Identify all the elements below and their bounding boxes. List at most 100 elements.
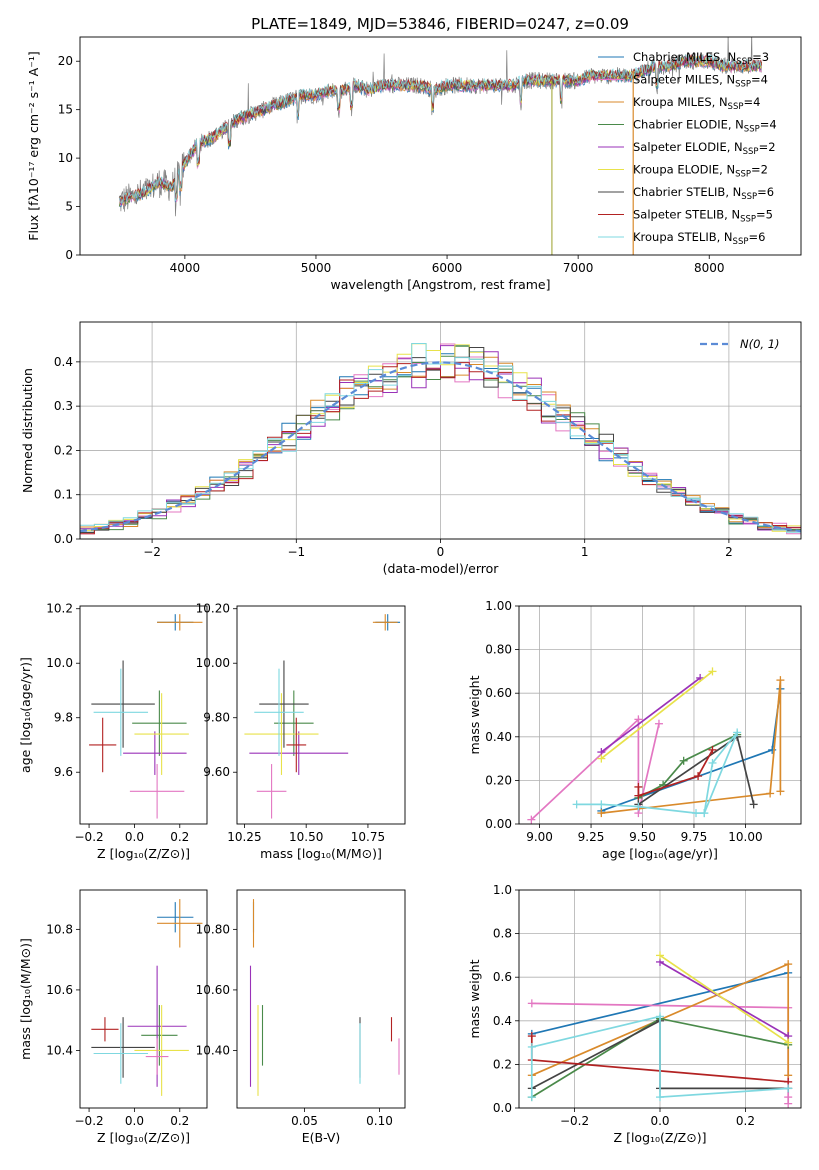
y-tick-label: 0.3 bbox=[54, 399, 73, 413]
mass-weight-marker bbox=[776, 787, 785, 796]
y-tick-label: 0.60 bbox=[485, 686, 512, 700]
data-point bbox=[157, 614, 203, 631]
mass-weight-marker bbox=[527, 1032, 536, 1041]
mass-weight-marker bbox=[654, 719, 663, 728]
legend-entry: Chabrier ELODIE, NSSP=4 bbox=[633, 118, 777, 135]
mass-weight-marker bbox=[527, 1093, 536, 1102]
x-tick-label: −0.2 bbox=[560, 1114, 589, 1128]
mass-weight-marker bbox=[784, 1093, 793, 1102]
y-axis-label: mass weight bbox=[467, 675, 482, 754]
x-tick-label: 0.2 bbox=[170, 1114, 189, 1128]
mass-weight-marker bbox=[634, 802, 643, 811]
mass-weight-marker bbox=[708, 745, 717, 754]
legend-entry: Salpeter MILES, NSSP=4 bbox=[633, 73, 768, 90]
data-point bbox=[91, 1017, 119, 1042]
data-point bbox=[134, 693, 189, 775]
panel-4: 10.25 10.50 10.75 9.60 9.80 10.00 10.20 mass [l… bbox=[196, 602, 406, 861]
x-axis-label: (data-model)/error bbox=[383, 561, 500, 576]
mass-weight-marker bbox=[679, 756, 688, 765]
data-point bbox=[91, 660, 155, 748]
data-point bbox=[145, 1038, 169, 1075]
data-point bbox=[93, 1023, 149, 1084]
data-point bbox=[286, 717, 307, 773]
mass-weight-marker bbox=[527, 1042, 536, 1051]
plot-area bbox=[527, 951, 793, 1108]
y-tick-label: 9.6 bbox=[54, 765, 73, 779]
mass-weight-line bbox=[659, 954, 789, 1044]
y-tick-label: 0.4 bbox=[54, 355, 73, 369]
x-tick-label: 10.50 bbox=[289, 830, 323, 844]
y-axis-label: mass [log₁₀(M/M⊙)] bbox=[18, 938, 33, 1060]
y-axis-label: Normed distribution bbox=[20, 368, 35, 493]
x-tick-label: 10.25 bbox=[227, 830, 261, 844]
x-tick-label: 4000 bbox=[170, 261, 201, 275]
data-point bbox=[256, 764, 287, 819]
legend: Chabrier MILES, NSSP=3 Salpeter MILES, NS… bbox=[598, 50, 777, 247]
mass-weight-marker bbox=[597, 754, 606, 763]
x-tick-label: 8000 bbox=[694, 261, 725, 275]
mass-weight-marker bbox=[733, 728, 742, 737]
x-tick-label: 9.75 bbox=[681, 830, 708, 844]
mass-weight-marker bbox=[766, 789, 775, 798]
x-tick-label: −2 bbox=[143, 545, 161, 559]
mass-weight-marker bbox=[597, 800, 606, 809]
x-tick-label: 9.00 bbox=[526, 830, 553, 844]
y-tick-label: 0.8 bbox=[493, 927, 512, 941]
mass-weight-marker bbox=[749, 800, 758, 809]
y-tick-label: 9.80 bbox=[203, 711, 230, 725]
y-tick-label: 0.6 bbox=[493, 970, 512, 984]
x-axis-label: Z [log₁₀(Z/Z⊙)] bbox=[614, 1130, 707, 1145]
plot-area bbox=[80, 343, 801, 539]
axes-frame bbox=[518, 605, 802, 825]
data-point bbox=[244, 693, 319, 775]
plot-area bbox=[244, 614, 401, 819]
x-tick-label: 9.25 bbox=[578, 830, 605, 844]
panel-6: −0.2 0.0 0.2 10.4 10.6 10.8 Z [log₁₀(Z/Z⊙)] mas… bbox=[18, 889, 208, 1145]
axes-frame bbox=[79, 605, 208, 825]
mass-weight-line bbox=[638, 733, 738, 799]
x-tick-label: −0.2 bbox=[75, 830, 104, 844]
normal-curve bbox=[80, 361, 801, 533]
legend-entry: Salpeter STELIB, NSSP=5 bbox=[633, 208, 773, 225]
y-tick-label: 0.1 bbox=[54, 488, 73, 502]
y-tick-label: 9.60 bbox=[203, 765, 230, 779]
legend-entry: Kroupa ELODIE, NSSP=2 bbox=[633, 163, 768, 180]
panel-8: −0.2 0.0 0.2 0.0 0.2 0.4 0.6 0.8 1.0 Z [log₁₀(Z/Z… bbox=[467, 883, 802, 1145]
y-tick-label: 10.6 bbox=[46, 983, 73, 997]
mass-weight-marker bbox=[634, 715, 643, 724]
mass-weight-marker bbox=[784, 960, 793, 969]
x-tick-label: 10.00 bbox=[728, 830, 762, 844]
mass-weight-marker bbox=[708, 667, 717, 676]
x-tick-label: −0.2 bbox=[75, 1114, 104, 1128]
y-tick-label: 5 bbox=[65, 200, 73, 214]
x-axis-label: mass [log₁₀(M/M⊙)] bbox=[260, 846, 382, 861]
x-tick-label: 2 bbox=[725, 545, 733, 559]
mass-weight-line bbox=[600, 670, 714, 760]
plot-area bbox=[118, 37, 763, 255]
mass-weight-marker bbox=[784, 1084, 793, 1093]
y-axis-label: mass weight bbox=[467, 959, 482, 1038]
mass-weight-marker bbox=[776, 676, 785, 685]
legend-entry: Kroupa MILES, NSSP=4 bbox=[633, 95, 760, 112]
x-tick-label: 0.2 bbox=[736, 1114, 755, 1128]
y-tick-label: 0.4 bbox=[493, 1014, 512, 1028]
data-point bbox=[254, 668, 304, 756]
plot-area bbox=[91, 899, 203, 1096]
residual-histogram bbox=[80, 343, 801, 539]
x-tick-label: 0.05 bbox=[291, 1114, 318, 1128]
panel-3: −0.2 0.0 0.2 9.6 9.8 10.0 10.2 Z [log₁₀(Z/Z⊙)] a… bbox=[18, 602, 208, 861]
panel-7: 0.05 0.10 10.40 10.60 10.80 E(B-V) bbox=[196, 889, 406, 1145]
y-tick-label: 10.20 bbox=[196, 602, 230, 616]
data-point bbox=[157, 902, 194, 933]
x-axis-label: Z [log₁₀(Z/Z⊙)] bbox=[97, 846, 190, 861]
mass-weight-line bbox=[601, 688, 782, 812]
data-point bbox=[274, 690, 314, 756]
mass-weight-line bbox=[576, 731, 738, 814]
y-tick-label: 0.2 bbox=[54, 443, 73, 457]
x-axis-label: age [log₁₀(age/yr)] bbox=[602, 846, 718, 861]
data-point bbox=[123, 731, 187, 775]
legend-entry: N(0, 1) bbox=[740, 337, 780, 351]
legend: N(0, 1) bbox=[700, 337, 780, 351]
y-tick-label: 1.00 bbox=[485, 599, 512, 613]
